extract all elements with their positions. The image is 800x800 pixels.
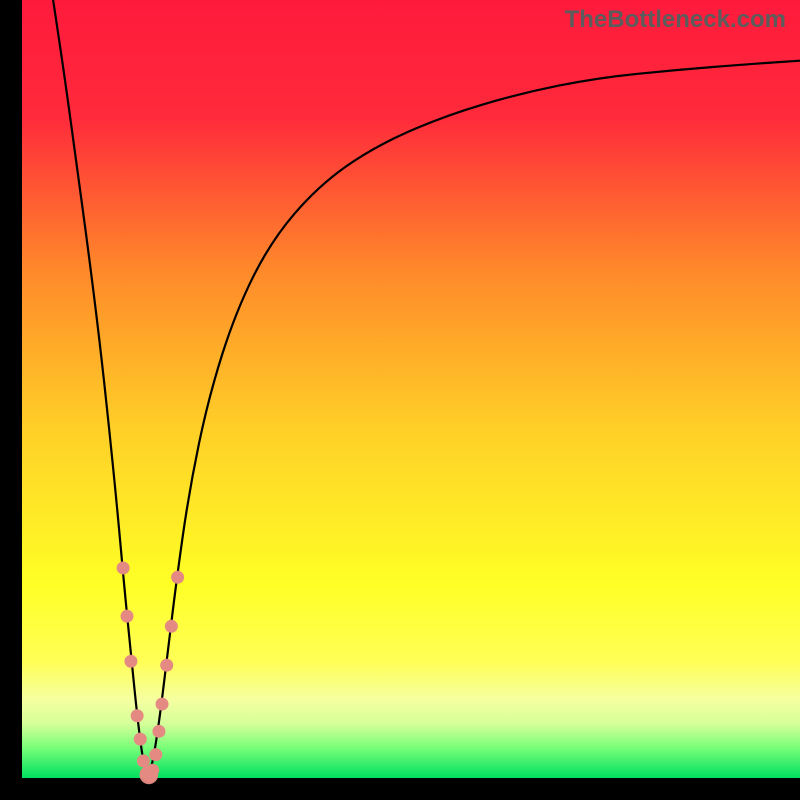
scatter-point <box>121 610 133 622</box>
scatter-point <box>153 725 165 737</box>
plot-area <box>22 0 800 778</box>
scatter-point <box>131 710 143 722</box>
scatter-point <box>117 562 129 574</box>
scatter-point <box>161 659 173 671</box>
bottleneck-chart <box>0 0 800 800</box>
chart-container: TheBottleneck.com <box>0 0 800 800</box>
scatter-point <box>134 733 146 745</box>
scatter-point <box>147 764 159 776</box>
scatter-point <box>137 755 149 767</box>
scatter-point <box>172 571 184 583</box>
scatter-point <box>125 655 137 667</box>
scatter-point <box>156 698 168 710</box>
scatter-point <box>165 620 177 632</box>
scatter-point <box>150 749 162 761</box>
